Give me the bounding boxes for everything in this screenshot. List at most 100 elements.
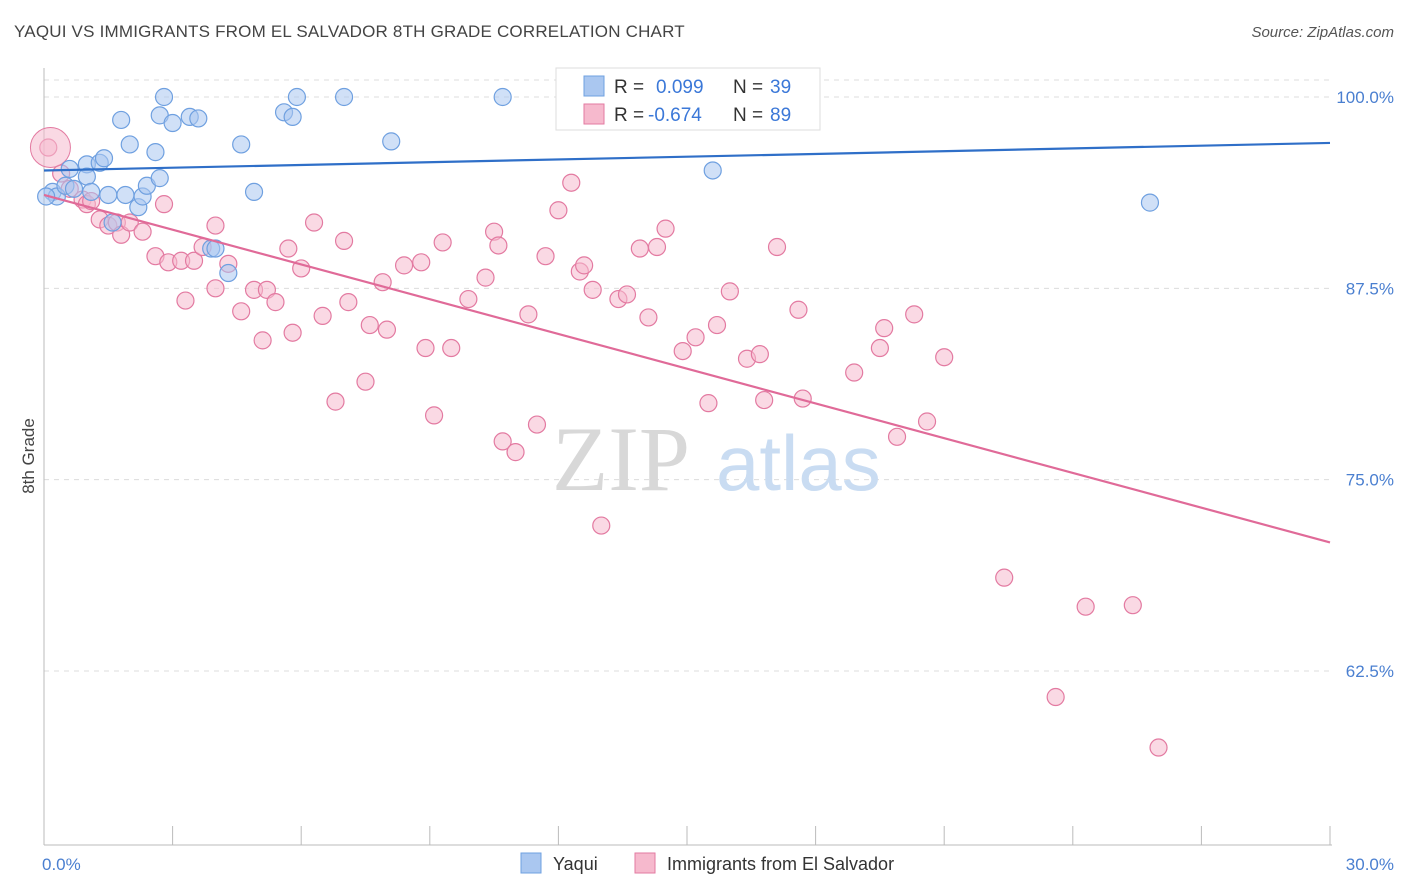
yaqui-point: [64, 179, 84, 198]
yaqui-point: [493, 87, 512, 107]
immigrants-point: [845, 363, 864, 382]
yaqui-point: [287, 87, 307, 107]
yaqui-point: [99, 185, 118, 205]
immigrants-point: [442, 338, 461, 358]
y-tick-label: 100.0%: [1336, 88, 1394, 107]
immigrants-point: [1046, 687, 1065, 707]
y-tick-label: 62.5%: [1346, 662, 1394, 681]
immigrants-point: [283, 323, 302, 342]
immigrants-point: [412, 253, 431, 272]
y-tick-labels: 62.5% 75.0% 87.5% 100.0%: [1336, 88, 1394, 681]
immigrants-point: [279, 239, 298, 258]
yaqui-point: [154, 87, 174, 107]
x-tick-label-min: 0.0%: [42, 855, 81, 874]
legend-swatch-yaqui: [520, 852, 542, 874]
legend-label-immigrants: Immigrants from El Salvador: [667, 854, 894, 874]
immigrants-point: [326, 392, 345, 411]
bottom-legend: Yaqui Immigrants from El Salvador: [520, 852, 894, 874]
immigrants-point: [767, 237, 787, 257]
stats-r-value-immigrants: -0.674: [648, 105, 702, 126]
immigrants-point: [506, 443, 525, 462]
immigrants-point: [1123, 596, 1142, 615]
immigrants-point: [1149, 738, 1168, 757]
immigrants-point: [206, 279, 225, 298]
stats-r-label-yaqui: R =: [614, 77, 644, 98]
yaqui-point: [150, 169, 169, 188]
yaqui-point: [382, 132, 401, 151]
stats-n-value-immigrants: 89: [770, 105, 791, 126]
immigrants-point-large: [29, 127, 71, 169]
y-tick-label: 75.0%: [1346, 471, 1394, 490]
legend-swatch-immigrants: [634, 852, 656, 874]
immigrants-point: [549, 201, 568, 220]
immigrants-point: [266, 293, 285, 312]
immigrants-point: [476, 268, 495, 287]
yaqui-point: [82, 182, 101, 202]
immigrants-point: [519, 305, 538, 324]
immigrants-point: [489, 236, 508, 255]
immigrants-point: [905, 305, 924, 324]
yaqui-point: [146, 143, 165, 162]
immigrants-point: [592, 516, 611, 535]
immigrants-point: [720, 282, 739, 301]
immigrants-point: [699, 394, 718, 413]
yaqui-point: [116, 185, 135, 205]
yaqui-point: [206, 239, 225, 258]
immigrants-point: [373, 273, 392, 292]
watermark-zip: ZIP: [552, 408, 690, 510]
yaqui-point: [120, 135, 139, 154]
immigrants-point: [416, 338, 435, 358]
yaqui-point: [283, 107, 302, 126]
immigrants-point: [459, 289, 478, 309]
immigrants-point: [394, 256, 414, 275]
legend-label-yaqui: Yaqui: [553, 854, 598, 874]
immigrants-point: [433, 233, 452, 252]
immigrants-point: [755, 390, 774, 410]
immigrants-point: [493, 432, 512, 451]
yaqui-point: [112, 110, 131, 130]
immigrants-point: [339, 293, 358, 312]
immigrants-point: [887, 427, 907, 446]
stats-r-value-yaqui: 0.099: [656, 77, 704, 98]
immigrants-point: [253, 331, 272, 350]
series-immigrants-points: [29, 127, 1168, 757]
y-tick-label: 87.5%: [1346, 279, 1394, 298]
stats-r-label-immigrants: R =: [614, 105, 644, 126]
stats-swatch-immigrants: [583, 103, 605, 125]
immigrants-point: [424, 406, 444, 425]
immigrants-point: [356, 372, 375, 391]
chart-source: Source: ZipAtlas.com: [1251, 24, 1394, 41]
immigrants-point: [536, 247, 555, 266]
immigrants-point: [789, 300, 808, 319]
immigrants-point: [617, 285, 637, 304]
immigrants-point: [154, 195, 174, 214]
immigrants-point: [377, 320, 397, 339]
immigrants-point: [935, 348, 954, 367]
yaqui-point: [219, 263, 238, 283]
stats-n-value-yaqui: 39: [770, 77, 791, 98]
immigrants-point: [334, 231, 354, 250]
immigrants-point: [870, 338, 890, 358]
yaqui-point: [103, 213, 122, 232]
immigrants-point: [360, 315, 379, 335]
watermark-atlas: atlas: [716, 419, 881, 507]
immigrants-point: [630, 239, 649, 258]
yaqui-point: [94, 149, 114, 168]
stats-swatch-yaqui: [583, 75, 605, 97]
immigrants-point: [562, 173, 581, 192]
immigrants-point: [875, 319, 894, 338]
stats-n-label-yaqui: N =: [733, 77, 763, 98]
immigrants-point: [133, 222, 152, 241]
immigrants-point: [673, 341, 692, 361]
yaqui-point: [189, 109, 208, 128]
x-ticks: [43, 826, 1331, 845]
trend-line-yaqui: [43, 141, 1331, 172]
immigrants-point: [647, 237, 667, 257]
immigrants-point: [656, 219, 675, 238]
immigrants-point: [206, 216, 225, 235]
x-tick-label-max: 30.0%: [1346, 855, 1394, 874]
stats-legend: R = 0.099 N = 39 R = -0.674 N = 89: [555, 67, 821, 131]
immigrants-point: [583, 280, 602, 299]
yaqui-point: [232, 135, 251, 154]
